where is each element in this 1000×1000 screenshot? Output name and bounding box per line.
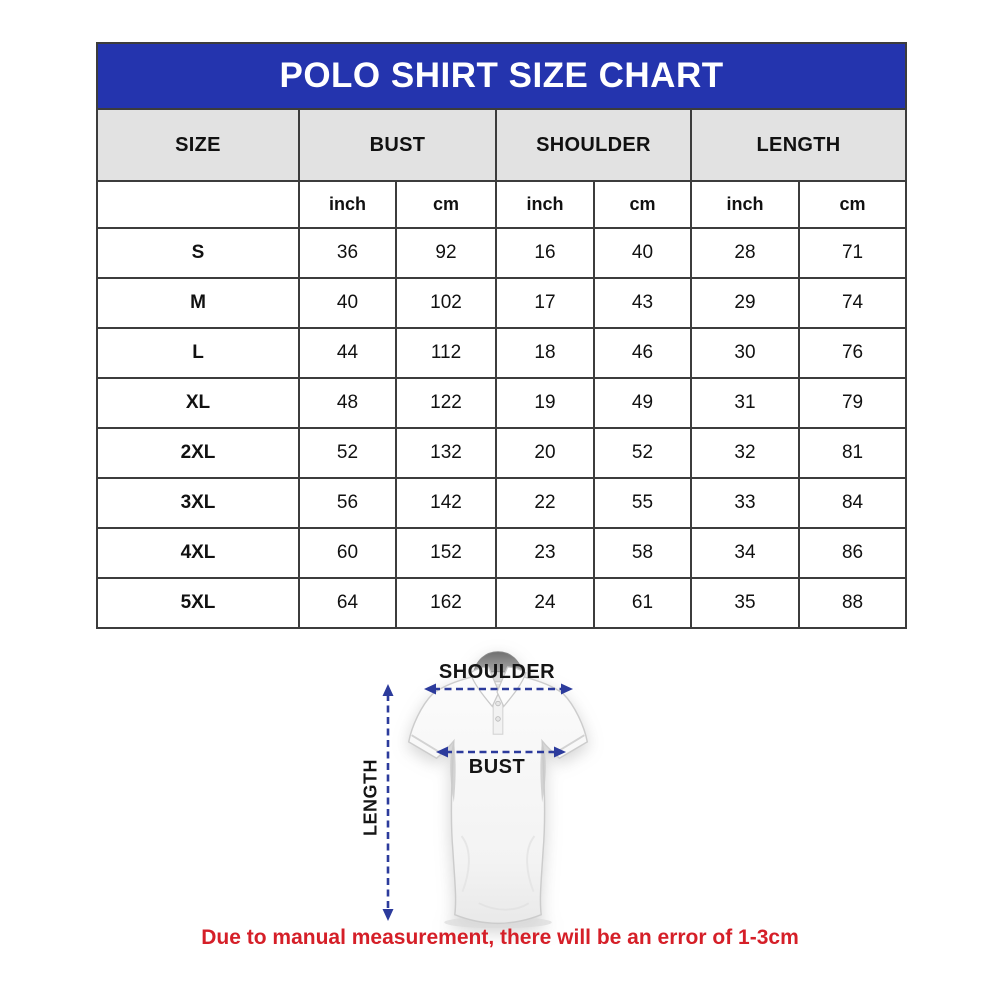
value-cell: 102 (395, 277, 497, 329)
value-cell: 88 (797, 577, 908, 629)
unit-cell: inch (298, 180, 397, 229)
empty-cell (96, 180, 300, 229)
value-cell: 86 (797, 527, 908, 579)
value-cell: 44 (298, 327, 397, 379)
value-cell: 56 (298, 477, 397, 529)
value-cell: 49 (593, 377, 692, 429)
value-cell: 22 (495, 477, 595, 529)
col-header-length: LENGTH (689, 108, 908, 182)
measurement-note: Due to manual measurement, there will be… (201, 926, 799, 949)
unit-cell: cm (395, 180, 497, 229)
value-cell: 31 (690, 377, 800, 429)
col-header-bust: BUST (298, 108, 497, 182)
value-cell: 20 (495, 427, 595, 479)
length-label: LENGTH (360, 759, 381, 836)
size-cell: 5XL (96, 577, 300, 629)
unit-cell: cm (797, 180, 908, 229)
unit-cell: cm (593, 180, 692, 229)
title-banner: POLO SHIRT SIZE CHART (95, 42, 908, 110)
value-cell: 34 (690, 527, 800, 579)
value-cell: 142 (395, 477, 497, 529)
value-cell: 60 (298, 527, 397, 579)
value-cell: 84 (797, 477, 908, 529)
unit-cell: inch (690, 180, 800, 229)
value-cell: 40 (593, 227, 692, 279)
value-cell: 71 (797, 227, 908, 279)
table-row: XL 48 122 19 49 31 79 (96, 377, 908, 429)
value-cell: 33 (690, 477, 800, 529)
value-cell: 76 (797, 327, 908, 379)
value-cell: 162 (395, 577, 497, 629)
value-cell: 43 (593, 277, 692, 329)
size-cell: 2XL (96, 427, 300, 479)
value-cell: 24 (495, 577, 595, 629)
table-row: M 40 102 17 43 29 74 (96, 277, 908, 329)
table-row: 5XL 64 162 24 61 35 88 (96, 577, 908, 629)
value-cell: 36 (298, 227, 397, 279)
size-cell: 4XL (96, 527, 300, 579)
bust-label: BUST (468, 756, 526, 778)
length-arrow (382, 684, 394, 921)
value-cell: 122 (395, 377, 497, 429)
value-cell: 40 (298, 277, 397, 329)
bust-arrow (436, 746, 566, 758)
value-cell: 64 (298, 577, 397, 629)
value-cell: 46 (593, 327, 692, 379)
value-cell: 28 (690, 227, 800, 279)
value-cell: 74 (797, 277, 908, 329)
value-cell: 35 (690, 577, 800, 629)
col-header-size: SIZE (96, 108, 300, 182)
size-cell: L (96, 327, 300, 379)
value-cell: 17 (495, 277, 595, 329)
value-cell: 81 (797, 427, 908, 479)
value-cell: 19 (495, 377, 595, 429)
page-title: POLO SHIRT SIZE CHART (95, 42, 908, 110)
size-cell: 3XL (96, 477, 300, 529)
value-cell: 92 (395, 227, 497, 279)
table-row: 3XL 56 142 22 55 33 84 (96, 477, 908, 529)
shoulder-label: SHOULDER (438, 661, 556, 683)
unit-cell: inch (495, 180, 595, 229)
size-cell: M (96, 277, 300, 329)
size-chart: POLO SHIRT SIZE CHART SIZE BUST SHOULDER… (95, 42, 908, 629)
value-cell: 52 (298, 427, 397, 479)
col-header-shoulder: SHOULDER (495, 108, 692, 182)
value-cell: 30 (690, 327, 800, 379)
table-row: L 44 112 18 46 30 76 (96, 327, 908, 379)
unit-header-row: inch cm inch cm inch cm (96, 180, 908, 229)
size-cell: XL (96, 377, 300, 429)
size-chart-table: POLO SHIRT SIZE CHART SIZE BUST SHOULDER… (95, 42, 908, 629)
shoulder-arrow (424, 683, 573, 695)
value-cell: 18 (495, 327, 595, 379)
value-cell: 112 (395, 327, 497, 379)
value-cell: 79 (797, 377, 908, 429)
value-cell: 152 (395, 527, 497, 579)
value-cell: 29 (690, 277, 800, 329)
table-header-row: SIZE BUST SHOULDER LENGTH (96, 108, 908, 182)
polo-shirt-icon (407, 651, 589, 929)
size-cell: S (96, 227, 300, 279)
value-cell: 16 (495, 227, 595, 279)
value-cell: 48 (298, 377, 397, 429)
value-cell: 32 (690, 427, 800, 479)
value-cell: 132 (395, 427, 497, 479)
table-row: 4XL 60 152 23 58 34 86 (96, 527, 908, 579)
table-row: S 36 92 16 40 28 71 (96, 227, 908, 279)
value-cell: 23 (495, 527, 595, 579)
value-cell: 52 (593, 427, 692, 479)
value-cell: 55 (593, 477, 692, 529)
measurement-diagram: SHOULDER BUST LENGTH (360, 640, 640, 938)
table-row: 2XL 52 132 20 52 32 81 (96, 427, 908, 479)
value-cell: 58 (593, 527, 692, 579)
measurement-arrows (382, 683, 573, 921)
value-cell: 61 (593, 577, 692, 629)
